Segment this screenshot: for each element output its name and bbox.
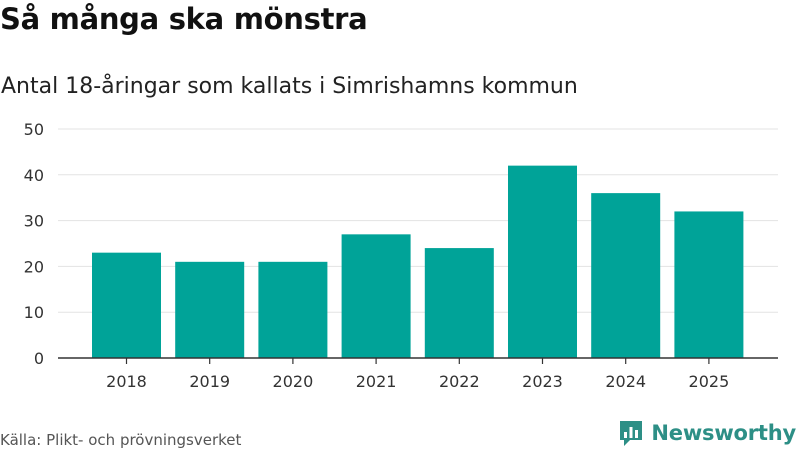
x-tick-label: 2022	[439, 372, 480, 391]
y-tick-label: 10	[24, 303, 44, 322]
bar	[591, 193, 661, 358]
x-tick-label: 2020	[273, 372, 314, 391]
bar	[92, 252, 161, 358]
y-tick-label: 40	[24, 166, 44, 185]
source-note: Källa: Plikt- och prövningsverket	[0, 431, 242, 449]
bar	[341, 234, 411, 358]
brand-logo: Newsworthy	[618, 419, 796, 447]
y-tick-label: 30	[24, 212, 44, 231]
x-tick-label: 2024	[605, 372, 646, 391]
bar	[258, 261, 328, 358]
chart-title: Så många ska mönstra	[0, 2, 368, 36]
brand-name: Newsworthy	[651, 421, 796, 445]
x-tick-label: 2019	[189, 372, 230, 391]
bar	[674, 211, 744, 358]
y-tick-label: 20	[24, 257, 44, 276]
x-tick-label: 2021	[356, 372, 397, 391]
bar	[508, 165, 577, 358]
x-tick-label: 2023	[522, 372, 563, 391]
y-tick-label: 0	[34, 349, 44, 368]
x-tick-label: 2025	[689, 372, 730, 391]
y-tick-label: 50	[24, 120, 44, 139]
bar	[424, 248, 494, 358]
x-tick-label: 2018	[106, 372, 147, 391]
chart-subtitle: Antal 18-åringar som kallats i Simrisham…	[1, 74, 578, 99]
bar-chart-speech-bubble-icon	[620, 421, 643, 446]
bar	[175, 261, 245, 358]
